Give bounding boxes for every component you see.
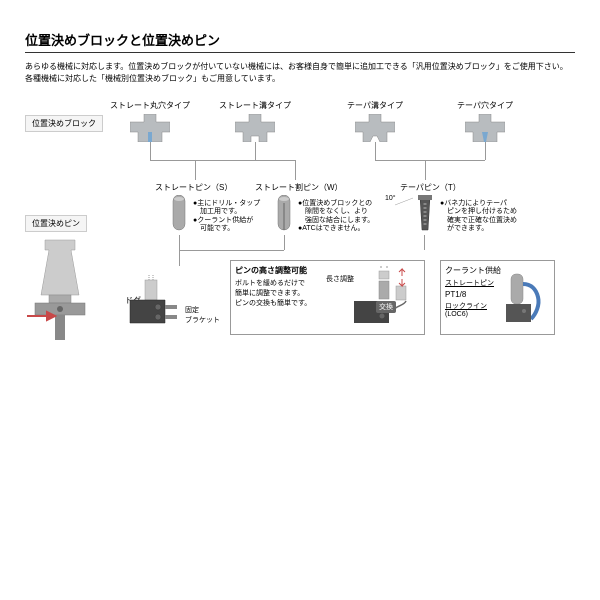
block-section-label: 位置決めブロック (25, 115, 103, 132)
pin-taper-notes: ●バネ力によりテーパ ピンを押し付けるため 確実で正確な位置決め ができます。 (440, 200, 517, 234)
block-shape-3 (355, 114, 395, 142)
pin-taper-label: テーパピン（T） (400, 182, 461, 193)
taper-angle-line (395, 195, 415, 210)
pin-split-icon (275, 195, 293, 233)
block-shape-1 (130, 114, 170, 142)
coolant-icon (506, 269, 551, 329)
block-shape-2 (235, 114, 275, 142)
red-arrow-icon (27, 310, 57, 322)
block-shape-4 (465, 114, 505, 142)
pin-taper-icon (415, 195, 435, 233)
pin-split-notes: ●位置決めブロックとの 隙間をなくし、より 強固な結合にします。 ●ATCはでき… (298, 200, 374, 234)
coolant-box: クーラント供給 ストレートピン PT1/8 ロックライン (LOC6) (440, 260, 555, 335)
diagram-area: 位置決めブロック ストレート丸穴タイプ ストレート溝タイプ テーパ溝タイプ テー… (25, 100, 575, 520)
taper-angle-label: 10° (385, 195, 396, 202)
pin-split-label: ストレート割ピン（W） (255, 182, 343, 193)
pin-straight-icon (170, 195, 188, 233)
tool-holder-icon (25, 235, 95, 345)
height-adjust-box: ピンの高さ調整可能 ボルトを緩めるだけで 簡単に調整できます。 ピンの交換も簡単… (230, 260, 425, 335)
block-type-straight-hole: ストレート丸穴タイプ (110, 100, 190, 111)
pin-section-label: 位置決めピン (25, 215, 87, 232)
bracket-label: 固定 ブラケット (185, 305, 220, 325)
pin-straight-label: ストレートピン（S） (155, 182, 232, 193)
pin-straight-notes: ●主にドリル・タップ 加工用です。 ●クーラント供給が 可能です。 (193, 200, 260, 234)
main-title: 位置決めブロックと位置決めピン (25, 30, 575, 53)
block-type-taper-groove: テーパ溝タイプ (335, 100, 415, 111)
block-type-taper-hole: テーパ穴タイプ (445, 100, 525, 111)
intro-text: あらゆる機械に対応します。位置決めブロックが付いていない機械には、お客様自身で簡… (25, 61, 575, 85)
block-type-straight-groove: ストレート溝タイプ (215, 100, 295, 111)
